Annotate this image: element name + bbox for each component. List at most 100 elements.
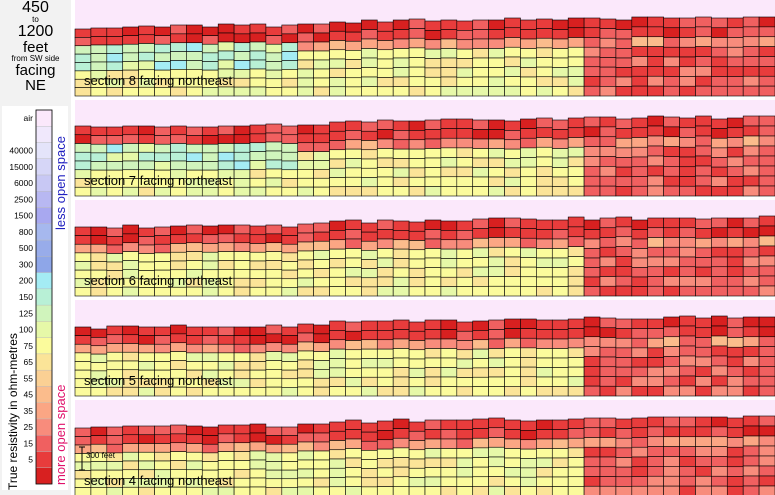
resistivity-cell: [249, 278, 267, 288]
resistivity-cell: [504, 266, 521, 277]
resistivity-cell: [758, 165, 775, 177]
resistivity-cell: [536, 156, 553, 168]
resistivity-cell: [742, 185, 760, 197]
resistivity-cell: [392, 319, 410, 330]
resistivity-cell: [424, 119, 442, 130]
resistivity-cell: [504, 357, 521, 368]
resistivity-cell: [408, 28, 426, 39]
resistivity-cell: [233, 169, 251, 179]
resistivity-cell: [663, 285, 680, 297]
resistivity-cell: [329, 458, 346, 469]
section-label: section 5 facing northeast: [84, 373, 233, 388]
resistivity-cell: [758, 336, 775, 347]
resistivity-cell: [361, 277, 378, 288]
resistivity-cell: [265, 469, 283, 480]
resistivity-cell: [520, 247, 537, 258]
resistivity-cell: [615, 166, 633, 178]
resistivity-cell: [583, 17, 601, 29]
resistivity-cell: [424, 476, 442, 487]
resistivity-cell: [345, 286, 362, 297]
resistivity-cell: [265, 52, 283, 62]
resistivity-cell: [297, 32, 314, 43]
resistivity-cell: [631, 386, 649, 397]
resistivity-cell: [106, 325, 124, 336]
resistivity-cell: [456, 76, 474, 87]
resistivity-cell: [408, 421, 426, 432]
resistivity-cell: [138, 261, 155, 271]
resistivity-cell: [313, 59, 330, 70]
resistivity-cell: [249, 468, 267, 479]
resistivity-cell: [472, 86, 489, 97]
resistivity-cell: [631, 427, 649, 438]
resistivity-cell: [170, 486, 187, 495]
resistivity-cell: [536, 319, 553, 330]
resistivity-cell: [233, 424, 251, 435]
resistivity-cell: [472, 276, 489, 287]
resistivity-cell: [329, 330, 346, 341]
resistivity-cell: [695, 247, 712, 258]
resistivity-cell: [392, 186, 410, 197]
resistivity-cell: [281, 235, 299, 245]
resistivity-cell: [663, 246, 680, 258]
resistivity-cell: [631, 276, 649, 287]
resistivity-cell: [472, 386, 489, 397]
resistivity-cell: [695, 366, 712, 377]
resistivity-cell: [106, 27, 124, 37]
resistivity-cell: [186, 60, 203, 70]
resistivity-cell: [138, 343, 155, 354]
resistivity-cell: [313, 432, 330, 443]
resistivity-cell: [217, 260, 235, 270]
resistivity-cell: [329, 386, 346, 397]
resistivity-cell: [551, 419, 569, 430]
resistivity-cell: [615, 376, 633, 387]
resistivity-cell: [154, 152, 171, 162]
resistivity-cell: [249, 142, 267, 152]
resistivity-cell: [567, 357, 585, 368]
resistivity-cell: [488, 367, 505, 378]
resistivity-cell: [281, 387, 299, 397]
resistivity-cell: [583, 56, 601, 68]
resistivity-cell: [536, 286, 553, 297]
resistivity-cell: [520, 176, 537, 187]
resistivity-cell: [567, 156, 585, 168]
resistivity-cell: [456, 20, 474, 31]
resistivity-cell: [297, 186, 314, 197]
resistivity-cell: [742, 135, 760, 147]
resistivity-cell: [408, 267, 426, 278]
resistivity-cell: [631, 36, 649, 47]
resistivity-cell: [615, 256, 633, 267]
resistivity-cell: [695, 56, 712, 67]
resistivity-cell: [297, 450, 314, 461]
resistivity-cell: [520, 337, 537, 349]
resistivity-cell: [138, 51, 155, 62]
resistivity-cell: [536, 267, 553, 278]
resistivity-cell: [488, 129, 505, 140]
resistivity-cell: [74, 125, 92, 136]
resistivity-cell: [186, 260, 203, 270]
resistivity-cell: [186, 51, 203, 61]
resistivity-cell: [408, 486, 426, 495]
resistivity-cell: [726, 476, 744, 487]
resistivity-cell: [313, 231, 330, 242]
resistivity-cell: [281, 343, 299, 354]
resistivity-cell: [408, 349, 426, 360]
resistivity-cell: [170, 424, 187, 435]
resistivity-cell: [695, 276, 712, 287]
resistivity-cell: [742, 217, 760, 229]
resistivity-cell: [615, 176, 633, 187]
resistivity-cell: [551, 257, 569, 268]
resistivity-cell: [631, 267, 649, 278]
resistivity-cell: [138, 425, 155, 436]
resistivity-cell: [376, 348, 394, 359]
resistivity-cell: [726, 446, 744, 458]
resistivity-cell: [631, 85, 649, 97]
resistivity-cell: [361, 19, 378, 30]
resistivity-cell: [472, 466, 489, 478]
resistivity-cell: [249, 68, 267, 79]
resistivity-cell: [138, 143, 155, 153]
resistivity-cell: [297, 341, 314, 352]
resistivity-cell: [138, 434, 155, 444]
resistivity-cell: [392, 486, 410, 495]
resistivity-cell: [424, 329, 442, 340]
resistivity-cell: [233, 51, 251, 61]
